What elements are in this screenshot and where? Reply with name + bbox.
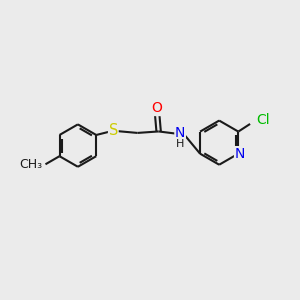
- Text: O: O: [152, 101, 163, 116]
- Text: S: S: [109, 123, 118, 138]
- Text: H: H: [176, 139, 184, 148]
- Text: CH₃: CH₃: [20, 158, 43, 171]
- Text: Cl: Cl: [256, 113, 270, 128]
- Text: N: N: [235, 147, 245, 161]
- Text: N: N: [175, 126, 185, 140]
